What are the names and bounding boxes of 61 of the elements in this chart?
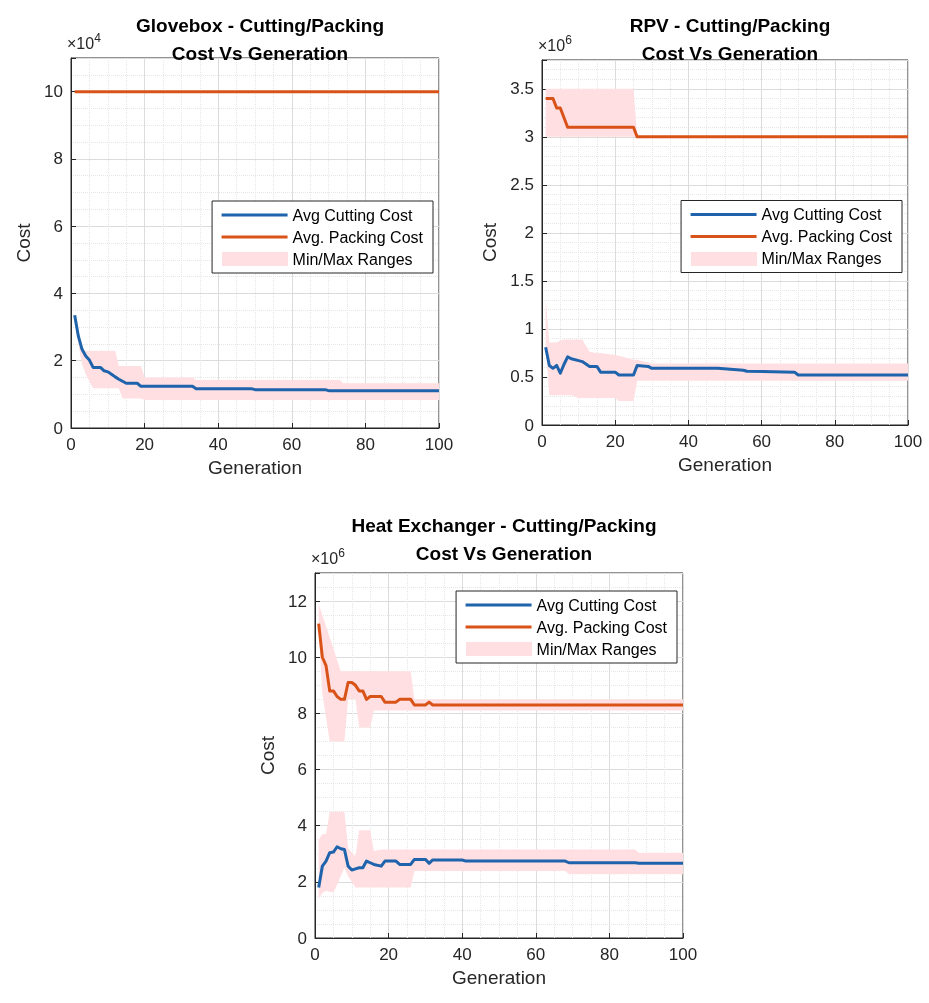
y-axis-title: Cost bbox=[257, 735, 279, 776]
y-tick-label: 4 bbox=[297, 816, 307, 836]
line-series bbox=[544, 96, 910, 139]
x-tick-label: 80 bbox=[825, 432, 845, 451]
y-axis-title: Cost bbox=[13, 222, 35, 263]
y-tick-label: 0 bbox=[53, 418, 63, 438]
y-tick-label: 2 bbox=[53, 351, 63, 371]
x-tick-label: 60 bbox=[752, 432, 772, 451]
legend-label: Avg. Packing Cost bbox=[292, 228, 424, 246]
y-tick-label: 1.5 bbox=[510, 271, 534, 291]
y-tick-label: 0 bbox=[297, 928, 307, 948]
x-tick-label: 0 bbox=[537, 432, 547, 451]
legend-label: Avg. Packing Cost bbox=[536, 618, 668, 636]
y-tick-label: 3 bbox=[524, 127, 534, 147]
y-tick-label: 0.5 bbox=[510, 367, 534, 387]
y-tick-label: 0 bbox=[524, 415, 534, 435]
x-tick-label: 0 bbox=[66, 435, 76, 454]
x-axis-title: Generation bbox=[677, 454, 773, 475]
y-tick-label: 10 bbox=[288, 647, 307, 667]
x-tick-label: 60 bbox=[282, 435, 302, 454]
line-series bbox=[317, 622, 685, 707]
x-tick-label: 40 bbox=[678, 432, 698, 451]
x-tick-label: 60 bbox=[526, 945, 546, 964]
y-tick-label: 8 bbox=[297, 703, 307, 723]
x-tick-label: 40 bbox=[208, 435, 228, 454]
y-tick-label: 8 bbox=[53, 149, 63, 169]
line-series bbox=[544, 345, 910, 377]
legend-label: Avg Cutting Cost bbox=[292, 206, 413, 224]
chart-title: RPV - Cutting/Packing Cost Vs Generation bbox=[629, 14, 831, 64]
legend-label: Avg Cutting Cost bbox=[536, 596, 657, 614]
x-tick-label: 20 bbox=[605, 432, 625, 451]
y-tick-label: 10 bbox=[44, 82, 63, 102]
y-tick-label: 3.5 bbox=[510, 79, 534, 99]
y-tick-label: 6 bbox=[53, 216, 63, 236]
y-tick-label: 2 bbox=[524, 223, 534, 243]
legend-label: Avg Cutting Cost bbox=[761, 206, 882, 223]
y-tick-label: 2.5 bbox=[510, 175, 534, 195]
y-tick-label: 1 bbox=[524, 319, 534, 339]
x-tick-label: 100 bbox=[893, 432, 923, 451]
line-series bbox=[317, 845, 685, 889]
x-tick-label: 100 bbox=[424, 435, 454, 454]
y-axis-title: Cost bbox=[479, 222, 501, 263]
chart-title: Glovebox - Cutting/Packing Cost Vs Generation bbox=[135, 14, 385, 64]
x-tick-label: 20 bbox=[135, 435, 155, 454]
annotation: Min/Max Ranges bbox=[536, 640, 657, 658]
x-tick-label: 80 bbox=[355, 435, 375, 454]
x-axis-title: Generation bbox=[207, 457, 303, 478]
y-tick-label: 4 bbox=[53, 283, 63, 303]
y-tick-label: 6 bbox=[297, 760, 307, 780]
legend-label: Avg. Packing Cost bbox=[761, 228, 893, 245]
y-tick-label: 12 bbox=[288, 591, 307, 611]
x-tick-label: 80 bbox=[599, 945, 619, 964]
annotation: Min/Max Ranges bbox=[292, 250, 413, 268]
x-tick-label: 0 bbox=[310, 945, 320, 964]
x-tick-label: 100 bbox=[668, 945, 698, 964]
annotation: Min/Max Ranges bbox=[761, 250, 882, 267]
x-tick-label: 40 bbox=[452, 945, 472, 964]
y-tick-label: 2 bbox=[297, 872, 307, 892]
x-tick-label: 20 bbox=[379, 945, 399, 964]
chart-title: Heat Exchanger - Cutting/Packing Cost Vs Generation bbox=[351, 514, 657, 564]
x-axis-title: Generation bbox=[451, 967, 547, 988]
